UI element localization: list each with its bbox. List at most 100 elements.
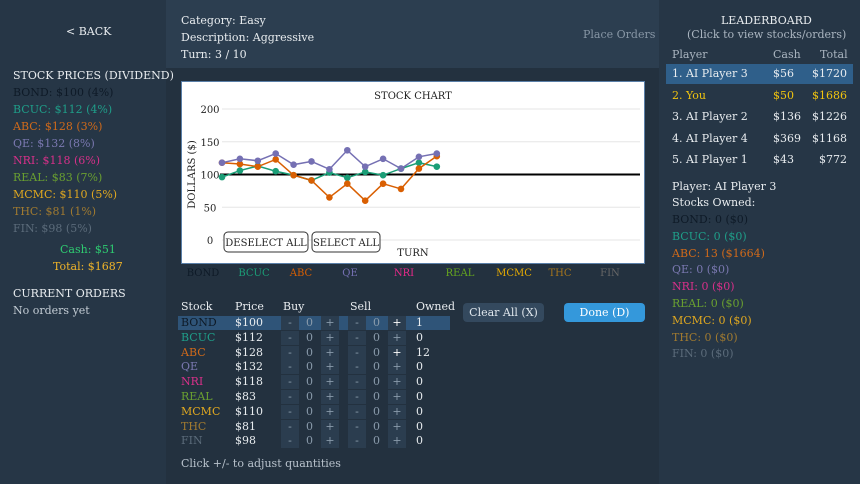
stock-symbol: THC <box>181 419 207 433</box>
buy-minus-button[interactable]: - <box>281 345 299 360</box>
legend-mcmc[interactable]: MCMC <box>496 268 532 279</box>
data-point-qe <box>290 161 297 168</box>
stock-price-fin: FIN: $98 (5%) <box>13 222 92 235</box>
header-stock: Stock <box>181 300 213 313</box>
data-point-abc <box>361 197 369 204</box>
leaderboard-row[interactable]: 4. AI Player 4 $369 $1168 <box>666 129 853 149</box>
leaderboard-title: LEADERBOARD <box>721 14 812 27</box>
chart-title: STOCK CHART <box>374 91 452 102</box>
legend-bond[interactable]: BOND <box>187 268 220 279</box>
legend-bcuc[interactable]: BCUC <box>238 268 270 279</box>
total-value: Total: $1687 <box>53 260 123 273</box>
sell-plus-button[interactable]: + <box>388 419 406 434</box>
data-point-bcuc <box>361 168 369 176</box>
buy-plus-button[interactable]: + <box>321 345 339 360</box>
sell-minus-button[interactable]: - <box>348 360 366 375</box>
sell-minus-button[interactable]: - <box>348 390 366 404</box>
legend-abc[interactable]: ABC <box>289 268 313 279</box>
player-total: $1686 <box>812 88 847 102</box>
owned-quantity: 0 <box>416 375 423 389</box>
stock-price-real: REAL: $83 (7%) <box>13 171 103 184</box>
clear-all-button[interactable]: Clear All (X) <box>463 303 544 322</box>
stock-symbol: BOND <box>181 316 217 329</box>
stock-price: $81 <box>235 419 256 433</box>
sell-plus-button[interactable]: + <box>388 330 406 345</box>
sell-quantity: 0 <box>373 434 380 448</box>
sell-minus-button[interactable]: - <box>348 316 366 330</box>
series-line-abc <box>221 155 438 202</box>
sell-plus-button[interactable]: + <box>388 390 406 404</box>
leaderboard-row[interactable]: 1. AI Player 3 $56 $1720 <box>666 64 853 84</box>
header-sell: Sell <box>350 300 372 313</box>
data-point-qe <box>272 150 279 157</box>
legend-qe[interactable]: QE <box>342 268 358 279</box>
category-text: Category: Easy <box>181 14 266 27</box>
sell-minus-button[interactable]: - <box>348 419 366 434</box>
data-point-bcuc <box>272 167 279 175</box>
buy-plus-button[interactable]: + <box>321 375 339 390</box>
sell-minus-button[interactable]: - <box>348 345 366 360</box>
data-point-qe <box>254 157 262 165</box>
buy-minus-button[interactable]: - <box>281 330 299 345</box>
lb-header-player: Player <box>672 48 708 61</box>
sell-minus-button[interactable]: - <box>348 434 366 449</box>
data-point-abc <box>290 171 297 179</box>
select-all-button[interactable] <box>311 231 381 253</box>
sell-minus-button[interactable]: - <box>348 330 366 345</box>
buy-plus-button[interactable]: + <box>321 360 339 375</box>
buy-plus-button[interactable]: + <box>321 390 339 404</box>
sell-minus-button[interactable]: - <box>348 404 366 419</box>
leaderboard-row[interactable]: 3. AI Player 2 $136 $1226 <box>666 107 853 127</box>
sell-plus-button[interactable]: + <box>388 360 406 375</box>
stocks-owned-label: Stocks Owned: <box>672 196 756 209</box>
select-all-label[interactable]: SELECT ALL <box>313 238 379 249</box>
data-point-qe <box>415 153 423 161</box>
buy-quantity: 0 <box>306 375 313 389</box>
stock-price-mcmc: MCMC: $110 (5%) <box>13 188 118 201</box>
sell-plus-button[interactable]: + <box>388 316 406 330</box>
legend-fin[interactable]: FIN <box>600 268 620 279</box>
data-point-abc <box>308 177 315 184</box>
owned-quantity: 0 <box>416 419 423 433</box>
leaderboard-row[interactable]: 2. You $50 $1686 <box>666 86 853 106</box>
deselect-all-button[interactable] <box>223 231 309 253</box>
sell-plus-button[interactable]: + <box>388 404 406 419</box>
buy-minus-button[interactable]: - <box>281 375 299 390</box>
legend-nri[interactable]: NRI <box>394 268 414 279</box>
buy-plus-button[interactable]: + <box>321 316 339 330</box>
data-point-abc <box>415 165 423 172</box>
legend-thc[interactable]: THC <box>548 268 571 279</box>
sell-plus-button[interactable]: + <box>388 434 406 449</box>
data-point-qe <box>308 158 315 165</box>
buy-minus-button[interactable]: - <box>281 434 299 449</box>
sell-plus-button[interactable]: + <box>388 375 406 390</box>
buy-minus-button[interactable]: - <box>281 360 299 375</box>
done-button[interactable]: Done (D) <box>564 303 645 322</box>
back-button[interactable]: < BACK <box>66 25 112 38</box>
buy-minus-button[interactable]: - <box>281 316 299 330</box>
sell-quantity: 0 <box>373 404 380 418</box>
stock-price: $132 <box>235 360 263 374</box>
buy-plus-button[interactable]: + <box>321 404 339 419</box>
data-point-qe <box>433 150 441 157</box>
buy-minus-button[interactable]: - <box>281 419 299 434</box>
selected-player-label: Player: AI Player 3 <box>672 180 777 193</box>
owned-quantity: 1 <box>416 316 423 329</box>
deselect-all-label[interactable]: DESELECT ALL <box>225 238 307 249</box>
legend-real[interactable]: REAL <box>446 268 475 279</box>
header-price: Price <box>235 300 264 313</box>
buy-quantity: 0 <box>306 404 313 418</box>
buy-plus-button[interactable]: + <box>321 419 339 434</box>
buy-minus-button[interactable]: - <box>281 404 299 419</box>
data-point-abc <box>379 180 387 187</box>
buy-plus-button[interactable]: + <box>321 434 339 449</box>
y-tick-label: 100 <box>200 171 219 182</box>
sell-plus-button[interactable]: + <box>388 345 406 360</box>
sell-minus-button[interactable]: - <box>348 375 366 390</box>
data-point-qe <box>326 165 333 173</box>
leaderboard-row[interactable]: 5. AI Player 1 $43 $772 <box>666 150 853 170</box>
buy-minus-button[interactable]: - <box>281 390 299 404</box>
buy-plus-button[interactable]: + <box>321 330 339 345</box>
leaderboard-subtitle: (Click to view stocks/orders) <box>687 28 847 41</box>
table-row: NRI $118 - 0 + - 0 + 0 <box>178 375 450 390</box>
